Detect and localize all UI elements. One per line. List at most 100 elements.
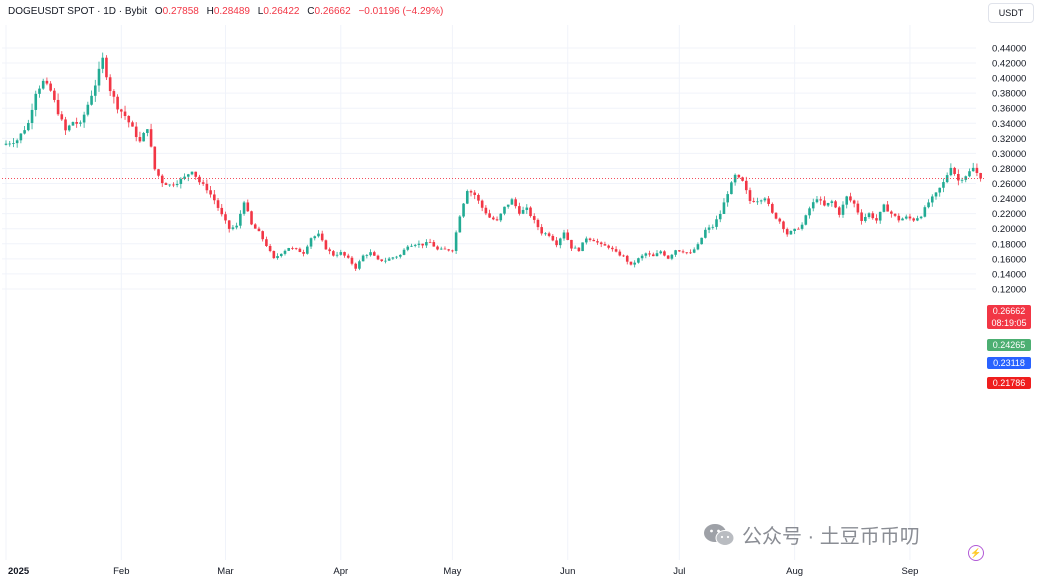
candle-body [488, 213, 491, 218]
candle-body [19, 133, 23, 141]
time-axis: 2025 Feb Mar Apr May Jun Jul Aug Sep [8, 566, 918, 577]
candle-body [577, 247, 581, 252]
candle-body [726, 194, 729, 203]
candle-body [153, 146, 157, 170]
symbol-name[interactable]: DOGEUSDT SPOT · 1D · Bybit [8, 6, 148, 17]
candle-body [625, 255, 629, 262]
candle-body [175, 183, 179, 186]
candle-body [506, 204, 510, 207]
candle-body [707, 227, 711, 230]
candle-body [30, 109, 34, 123]
candle-body [79, 122, 82, 124]
candle-body [715, 219, 718, 227]
candle-body [287, 247, 291, 251]
candle-body [265, 239, 268, 247]
candle-body [622, 255, 625, 257]
candle-body [372, 252, 376, 256]
candle-body [71, 122, 75, 126]
candle-body [529, 207, 532, 217]
candle-body [242, 202, 246, 214]
candle-body [785, 229, 789, 235]
candle-body [194, 171, 198, 177]
candle-body [402, 249, 406, 255]
candle-body [588, 238, 592, 240]
candle-body [633, 262, 636, 265]
candle-body [562, 232, 566, 239]
candle-body [146, 129, 149, 133]
candle-body [841, 204, 845, 215]
candle-body [216, 200, 220, 208]
candle-body [581, 242, 584, 252]
candle-body [592, 239, 596, 242]
candle-body [324, 240, 328, 250]
candle-body [663, 251, 666, 256]
candle-body [949, 167, 953, 176]
candle-body [521, 209, 525, 214]
lightning-icon[interactable]: ⚡ [968, 545, 984, 561]
candle-body [343, 252, 346, 256]
candle-body [23, 130, 26, 134]
candle-body [644, 253, 648, 256]
candle-body [465, 191, 469, 204]
candle-body [510, 199, 514, 205]
candle-body [291, 247, 294, 249]
candle-body [458, 216, 462, 233]
open-label: O [154, 6, 163, 17]
candle-body [733, 174, 737, 183]
currency-button[interactable]: USDT [988, 3, 1034, 23]
x-tick-label: Jun [560, 566, 575, 577]
candle-body [246, 202, 250, 212]
candle-body [477, 194, 480, 201]
candle-body [882, 204, 886, 212]
chart-grid [2, 25, 976, 560]
candle-body [417, 243, 421, 245]
candle-body [361, 255, 365, 262]
candle-body [904, 216, 908, 219]
candle-body [350, 257, 354, 264]
candle-body [637, 258, 640, 263]
candle-body [97, 68, 101, 86]
candle-body [864, 216, 867, 221]
candle-body [376, 255, 380, 260]
x-tick-label: Apr [333, 566, 348, 577]
candle-body [532, 216, 536, 220]
candle-body [116, 96, 119, 110]
candle-body [112, 91, 116, 97]
candle-body [845, 196, 849, 205]
candle-body [927, 202, 930, 208]
candle-body [131, 122, 134, 127]
candle-body [585, 238, 588, 243]
candle-body [871, 213, 875, 219]
candle-body [923, 207, 927, 217]
y-tick-label: 0.42000 [992, 59, 1026, 70]
candle-body [294, 248, 298, 249]
candle-body [558, 238, 562, 246]
candle-body [283, 250, 287, 254]
candle-body [912, 218, 915, 221]
candle-body [276, 256, 279, 259]
wechat-icon [704, 523, 735, 546]
candle-body [815, 199, 819, 203]
candle-body [495, 219, 499, 221]
candle-body [186, 174, 190, 177]
candle-body [4, 143, 8, 145]
candle-body [432, 242, 436, 247]
candle-body [12, 143, 15, 144]
candle-body [752, 200, 756, 202]
candle-body [674, 250, 677, 255]
candle-body [309, 238, 313, 247]
y-tick-label: 0.20000 [992, 224, 1026, 235]
candle-body [942, 182, 945, 188]
candle-body [473, 192, 477, 195]
candle-body [744, 180, 748, 191]
candle-body [335, 254, 339, 256]
current-price-tag: 0.26662 08:19:05 [987, 305, 1031, 329]
candle-body [518, 206, 521, 214]
candle-body [250, 211, 253, 225]
y-tick-label: 0.28000 [992, 164, 1026, 175]
candle-body [328, 249, 331, 252]
candle-body [890, 211, 893, 214]
candle-body [741, 177, 744, 181]
price-tag-blue: 0.23118 [987, 357, 1031, 369]
